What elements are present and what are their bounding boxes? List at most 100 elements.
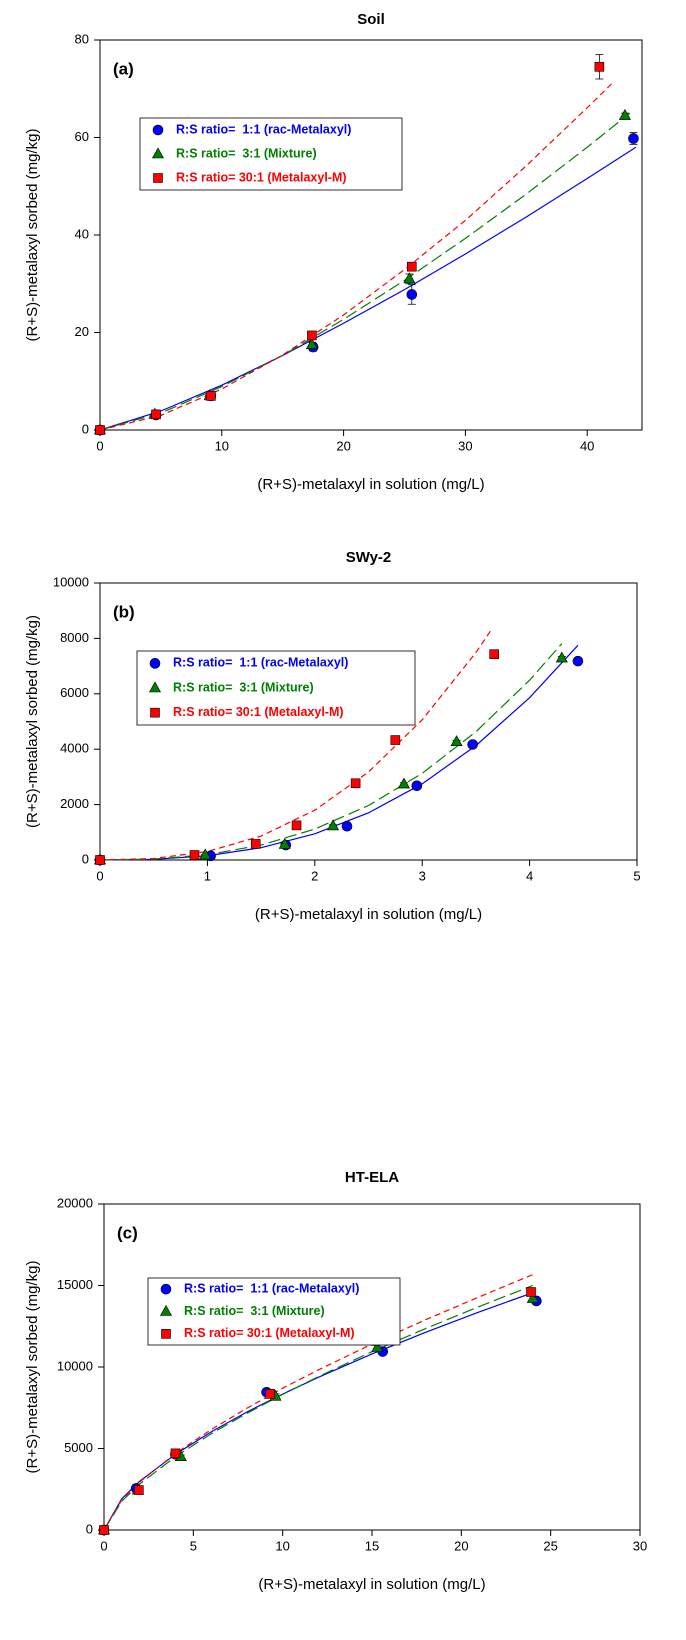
x-tick-label: 5 bbox=[190, 1538, 197, 1553]
marker bbox=[489, 649, 499, 659]
marker bbox=[149, 658, 161, 669]
fit-curve bbox=[99, 112, 631, 431]
fit-curve bbox=[99, 83, 612, 431]
marker bbox=[151, 409, 161, 420]
marker bbox=[371, 1340, 384, 1352]
x-axis-label: (R+S)-metalaxyl in solution (mg/L) bbox=[255, 906, 482, 923]
x-tick-label: 10 bbox=[215, 438, 229, 453]
marker bbox=[305, 338, 318, 349]
y-axis-label: (R+S)-metalaxyl sorbed (mg/kg) bbox=[24, 129, 41, 342]
marker bbox=[450, 735, 463, 747]
x-axis-label: (R+S)-metalaxyl in solution (mg/L) bbox=[257, 476, 484, 493]
marker bbox=[99, 1525, 109, 1535]
y-tick-label: 15000 bbox=[57, 1277, 93, 1292]
y-tick-label: 60 bbox=[75, 129, 89, 144]
legend-box bbox=[139, 117, 403, 191]
marker bbox=[526, 1287, 536, 1297]
marker bbox=[327, 819, 340, 831]
y-tick-label: 0 bbox=[82, 851, 89, 866]
marker bbox=[151, 147, 165, 159]
marker bbox=[189, 850, 200, 860]
legend-label: R:S ratio= 3:1 (Mixture) bbox=[176, 146, 317, 160]
fit-curve bbox=[99, 644, 579, 861]
marker bbox=[403, 272, 416, 284]
x-tick-label: 4 bbox=[526, 868, 533, 883]
legend: R:S ratio= 1:1 (rac-Metalaxyl) R:S ratio=… bbox=[147, 1277, 401, 1346]
marker bbox=[95, 425, 105, 435]
x-tick-label: 15 bbox=[365, 1538, 379, 1553]
fit-curve bbox=[99, 628, 493, 861]
x-tick-label: 20 bbox=[336, 438, 350, 453]
plot-frame bbox=[99, 39, 643, 431]
marker bbox=[411, 780, 423, 792]
marker bbox=[526, 1291, 539, 1303]
y-tick-label: 6000 bbox=[60, 685, 89, 700]
x-tick-label: 40 bbox=[580, 438, 594, 453]
marker bbox=[307, 330, 317, 341]
fit-curve bbox=[103, 1274, 534, 1531]
x-tick-label: 30 bbox=[458, 438, 472, 453]
marker bbox=[150, 707, 160, 718]
legend-label: R:S ratio= 30:1 (Metalaxyl-M) bbox=[184, 1326, 355, 1340]
marker bbox=[341, 820, 353, 832]
marker bbox=[350, 778, 361, 789]
marker bbox=[159, 1304, 173, 1316]
legend-label: R:S ratio= 3:1 (Mixture) bbox=[173, 680, 314, 694]
marker bbox=[206, 391, 216, 401]
marker bbox=[95, 855, 105, 865]
marker bbox=[134, 1485, 144, 1495]
marker bbox=[618, 108, 631, 120]
y-axis-label: (R+S)-metalaxyl sorbed (mg/kg) bbox=[24, 1261, 41, 1474]
fit-curve bbox=[99, 146, 637, 431]
legend-label: R:S ratio= 30:1 (Metalaxyl-M) bbox=[173, 705, 344, 719]
marker bbox=[594, 62, 605, 72]
fit-curve bbox=[99, 643, 563, 861]
panel-label: (c) bbox=[117, 1223, 138, 1242]
marker bbox=[572, 655, 584, 667]
marker bbox=[407, 261, 417, 272]
plot-frame bbox=[99, 582, 638, 861]
y-tick-label: 2000 bbox=[60, 796, 89, 811]
marker bbox=[160, 1283, 172, 1295]
x-tick-label: 3 bbox=[419, 868, 426, 883]
y-tick-label: 4000 bbox=[60, 741, 89, 756]
legend-label: R:S ratio= 1:1 (rac-Metalaxyl) bbox=[184, 1281, 359, 1295]
x-tick-label: 5 bbox=[633, 868, 640, 883]
marker bbox=[397, 777, 410, 789]
x-tick-label: 25 bbox=[543, 1538, 557, 1553]
legend: R:S ratio= 1:1 (rac-Metalaxyl) R:S ratio=… bbox=[139, 117, 403, 191]
marker bbox=[467, 739, 478, 750]
y-tick-label: 0 bbox=[82, 421, 89, 436]
y-tick-label: 20000 bbox=[57, 1195, 93, 1210]
marker bbox=[170, 1448, 181, 1459]
x-tick-label: 10 bbox=[275, 1538, 289, 1553]
x-tick-label: 2 bbox=[311, 868, 318, 883]
marker bbox=[265, 1389, 275, 1399]
marker bbox=[148, 681, 162, 693]
x-tick-label: 30 bbox=[633, 1538, 647, 1553]
legend-label: R:S ratio= 30:1 (Metalaxyl-M) bbox=[176, 170, 347, 184]
panel-label: (b) bbox=[113, 602, 135, 621]
y-tick-label: 5000 bbox=[64, 1440, 93, 1455]
legend-label: R:S ratio= 1:1 (rac-Metalaxyl) bbox=[176, 122, 351, 136]
y-tick-label: 10000 bbox=[57, 1358, 93, 1373]
x-tick-label: 1 bbox=[204, 868, 211, 883]
chart-title: SWy-2 bbox=[346, 549, 392, 566]
marker bbox=[291, 820, 302, 831]
marker bbox=[250, 839, 261, 849]
x-tick-label: 0 bbox=[100, 1538, 107, 1553]
marker bbox=[628, 133, 639, 144]
y-tick-label: 10000 bbox=[53, 574, 89, 589]
marker bbox=[555, 651, 568, 663]
chart-title: Soil bbox=[357, 11, 385, 28]
legend: R:S ratio= 1:1 (rac-Metalaxyl) R:S ratio=… bbox=[136, 650, 416, 726]
y-tick-label: 8000 bbox=[60, 630, 89, 645]
marker bbox=[199, 848, 212, 860]
panel-label: (a) bbox=[113, 59, 134, 78]
marker bbox=[152, 124, 164, 136]
x-tick-label: 20 bbox=[454, 1538, 468, 1553]
x-tick-label: 0 bbox=[96, 438, 103, 453]
marker bbox=[390, 735, 401, 745]
marker bbox=[406, 289, 418, 300]
